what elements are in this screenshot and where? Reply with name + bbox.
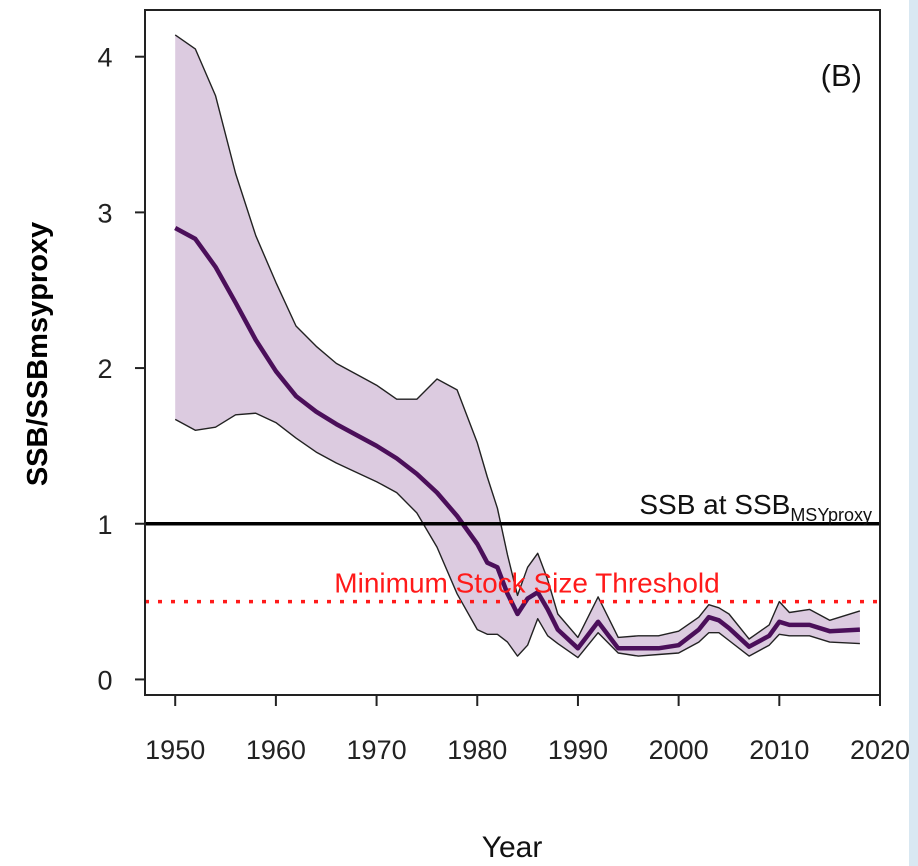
right-edge-strip (909, 0, 918, 866)
confidence-band (175, 34, 860, 658)
y-tick-label: 2 (97, 354, 112, 384)
band-lower-edge (174, 412, 860, 659)
band-upper-edge (174, 34, 861, 640)
msst-label: Minimum Stock Size Threshold (334, 568, 719, 599)
y-tick-label: 1 (97, 510, 112, 540)
x-tick-label: 1990 (548, 735, 608, 765)
y-tick-label: 3 (97, 198, 112, 228)
x-tick-label: 2010 (749, 735, 809, 765)
x-axis-title: Year (482, 831, 543, 864)
x-tick-label: 1950 (145, 735, 205, 765)
median-ratio-line (174, 226, 861, 651)
y-tick-label: 4 (97, 43, 112, 73)
panel-label: (B) (821, 58, 862, 93)
x-tick-label: 1970 (347, 735, 407, 765)
x-tick-label: 1960 (246, 735, 306, 765)
y-tick-label: 0 (97, 665, 112, 695)
x-tick-label: 1980 (447, 735, 507, 765)
msy-reference-subscript: MSYproxy (790, 505, 872, 525)
x-tick-label: 2020 (850, 735, 910, 765)
y-axis-title: SSB/SSBmsyproxy (22, 222, 54, 486)
plot-frame (144, 9, 881, 696)
axes: 0 1 2 3 4 1950 1960 1970 1980 1990 2000 2010 2020 (97, 43, 910, 765)
x-tick-label: 2000 (649, 735, 709, 765)
